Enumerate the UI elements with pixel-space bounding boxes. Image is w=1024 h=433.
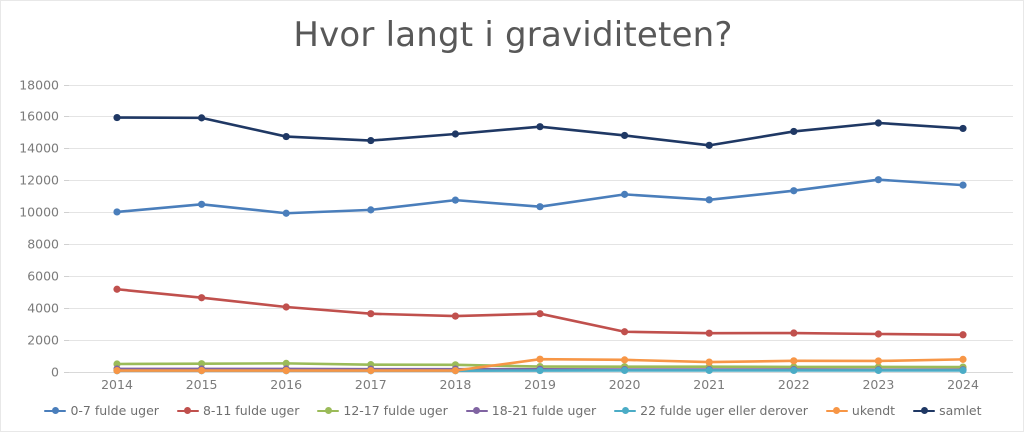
data-point (452, 197, 459, 204)
data-point (959, 182, 966, 189)
legend-label: ukendt (852, 403, 895, 418)
legend-marker-icon (44, 406, 66, 416)
legend-item-ukendt[interactable]: ukendt (826, 403, 895, 418)
data-point (875, 367, 882, 374)
data-point (113, 286, 120, 293)
data-point (875, 176, 882, 183)
legend-label: 22 fulde uger eller derover (640, 403, 808, 418)
legend-label: 8-11 fulde uger (203, 403, 299, 418)
legend-item-12-17-fulde-uger[interactable]: 12-17 fulde uger (317, 403, 447, 418)
legend-label: samlet (939, 403, 981, 418)
data-point (283, 303, 290, 310)
data-point (198, 201, 205, 208)
legend-item-18-21-fulde-uger[interactable]: 18-21 fulde uger (466, 403, 596, 418)
data-point (198, 294, 205, 301)
series-8-11-fulde-uger (113, 286, 966, 339)
data-point (621, 328, 628, 335)
data-point (706, 142, 713, 149)
data-point (113, 114, 120, 121)
data-point (790, 357, 797, 364)
data-point (367, 367, 374, 374)
series-line (117, 118, 963, 146)
data-point (706, 196, 713, 203)
data-point (536, 123, 543, 130)
data-point (621, 356, 628, 363)
data-point (452, 313, 459, 320)
legend-item-22-fulde-uger-eller-derover[interactable]: 22 fulde uger eller derover (614, 403, 808, 418)
data-point (621, 367, 628, 374)
data-point (875, 330, 882, 337)
series-0-7-fulde-uger (113, 176, 966, 217)
data-point (367, 137, 374, 144)
legend-marker-icon (614, 406, 636, 416)
data-point (790, 187, 797, 194)
data-point (959, 367, 966, 374)
data-point (536, 367, 543, 374)
data-point (452, 130, 459, 137)
legend-marker-icon (317, 406, 339, 416)
data-point (706, 359, 713, 366)
legend-marker-icon (466, 406, 488, 416)
data-point (959, 125, 966, 132)
legend-marker-icon (177, 406, 199, 416)
data-point (621, 191, 628, 198)
data-point (198, 367, 205, 374)
legend-item-8-11-fulde-uger[interactable]: 8-11 fulde uger (177, 403, 299, 418)
data-point (536, 356, 543, 363)
data-point (536, 203, 543, 210)
legend-item-0-7-fulde-uger[interactable]: 0-7 fulde uger (44, 403, 158, 418)
data-point (367, 310, 374, 317)
data-point (283, 133, 290, 140)
data-point (283, 367, 290, 374)
chart-legend: 0-7 fulde uger 8-11 fulde uger 12-17 fulde… (1, 403, 1024, 418)
data-point (959, 356, 966, 363)
data-point (452, 367, 459, 374)
data-point (536, 310, 543, 317)
legend-label: 12-17 fulde uger (343, 403, 447, 418)
data-point (706, 330, 713, 337)
data-point (198, 114, 205, 121)
data-point (790, 367, 797, 374)
data-point (790, 329, 797, 336)
legend-marker-icon (913, 406, 935, 416)
data-point (875, 357, 882, 364)
data-point (790, 128, 797, 135)
legend-item-samlet[interactable]: samlet (913, 403, 981, 418)
data-point (959, 331, 966, 338)
data-point (706, 367, 713, 374)
data-point (283, 210, 290, 217)
series-samlet (113, 114, 966, 149)
data-point (113, 208, 120, 215)
data-point (113, 367, 120, 374)
data-point (367, 206, 374, 213)
data-point (875, 119, 882, 126)
legend-label: 0-7 fulde uger (70, 403, 158, 418)
legend-marker-icon (826, 406, 848, 416)
data-point (621, 132, 628, 139)
legend-label: 18-21 fulde uger (492, 403, 596, 418)
